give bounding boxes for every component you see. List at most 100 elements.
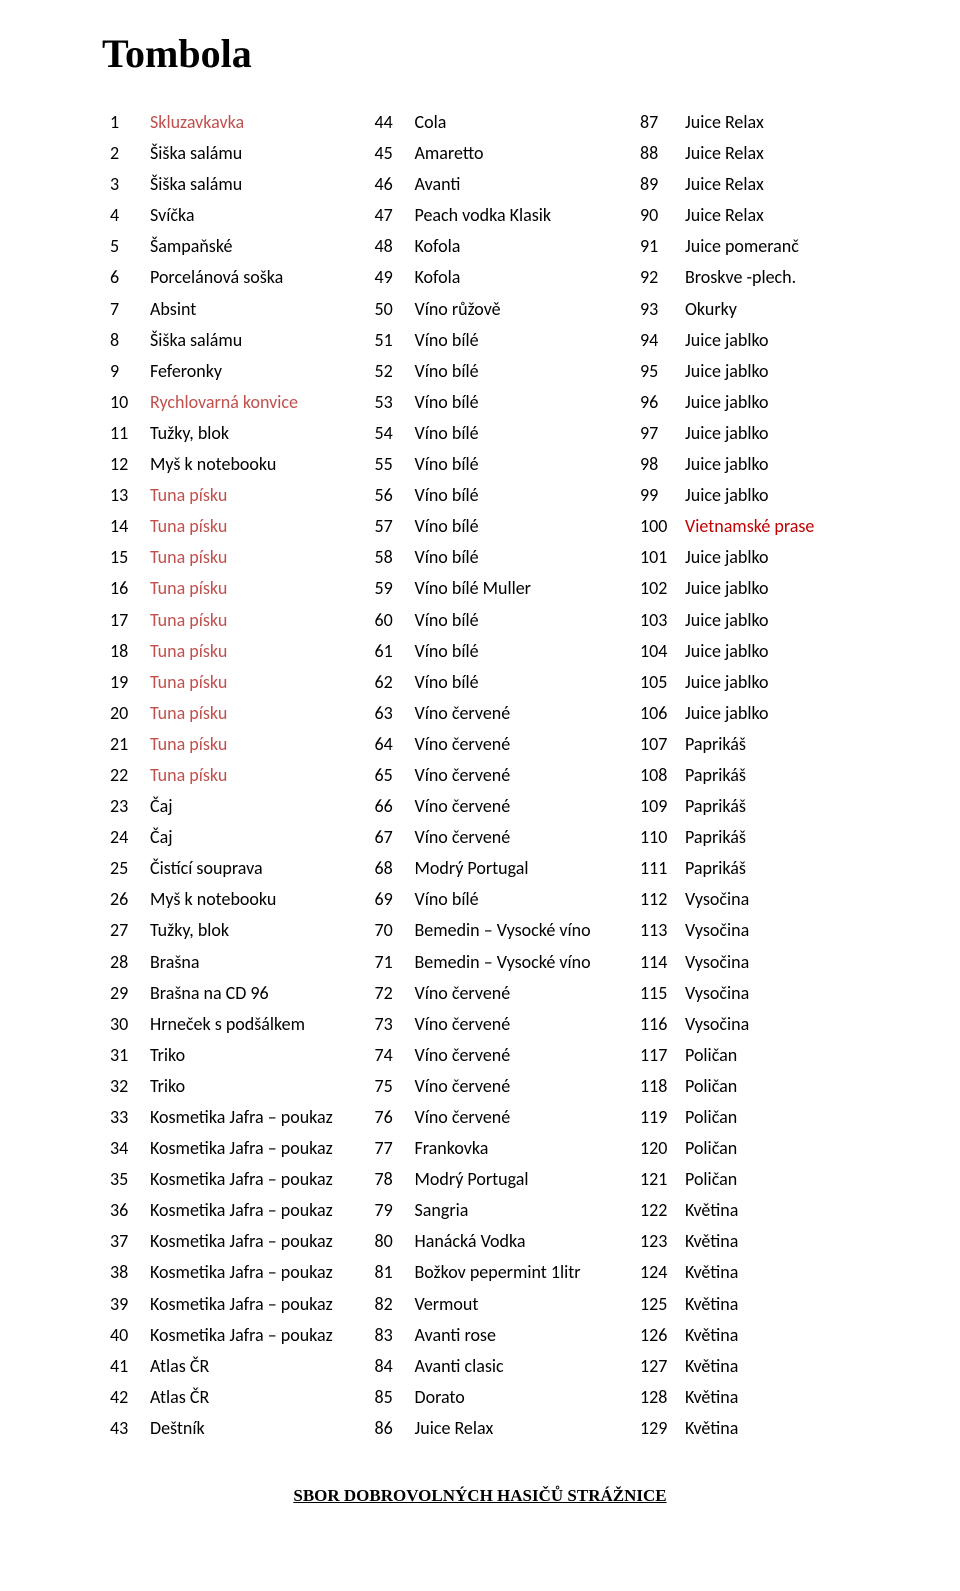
item-label: Dorato — [415, 1384, 465, 1410]
list-item: 37Kosmetika Jafra – poukaz — [110, 1228, 360, 1254]
item-label: Deštník — [150, 1415, 205, 1441]
list-item: 92Broskve -plech. — [640, 264, 850, 290]
item-number: 94 — [640, 327, 685, 353]
item-number: 55 — [375, 451, 415, 477]
item-label: Víno bílé — [415, 420, 479, 446]
list-item: 22Tuna písku — [110, 762, 360, 788]
list-item: 68Modrý Portugal — [375, 855, 626, 881]
item-number: 112 — [640, 886, 685, 912]
item-number: 67 — [375, 824, 415, 850]
item-label: Květina — [685, 1259, 738, 1285]
item-number: 76 — [375, 1104, 415, 1130]
item-number: 31 — [110, 1042, 150, 1068]
item-label: Víno bílé — [415, 389, 479, 415]
item-number: 75 — [375, 1073, 415, 1099]
item-label: Juice Relax — [685, 202, 764, 228]
item-number: 48 — [375, 233, 415, 259]
item-label: Víno bílé — [415, 638, 479, 664]
list-item: 48Kofola — [375, 233, 626, 259]
item-label: Atlas ČR — [150, 1353, 209, 1379]
list-item: 52Víno bílé — [375, 358, 626, 384]
list-item: 70Bemedin – Vysocké víno — [375, 917, 626, 943]
list-item: 49Kofola — [375, 264, 626, 290]
item-number: 50 — [375, 296, 415, 322]
item-label: Okurky — [685, 296, 737, 322]
item-label: Poličan — [685, 1104, 737, 1130]
item-label: Myš k notebooku — [150, 451, 276, 477]
item-number: 103 — [640, 607, 685, 633]
item-label: Frankovka — [415, 1135, 489, 1161]
item-number: 105 — [640, 669, 685, 695]
item-number: 54 — [375, 420, 415, 446]
item-label: Juice jablko — [685, 638, 769, 664]
item-number: 88 — [640, 140, 685, 166]
item-label: Vysočina — [685, 886, 749, 912]
item-label: Vermout — [415, 1291, 479, 1317]
list-item: 119Poličan — [640, 1104, 850, 1130]
item-number: 29 — [110, 980, 150, 1006]
list-item: 105Juice jablko — [640, 669, 850, 695]
list-item: 66Víno červené — [375, 793, 626, 819]
item-label: Kosmetika Jafra – poukaz — [150, 1259, 333, 1285]
list-item: 27Tužky, blok — [110, 917, 360, 943]
item-label: Poličan — [685, 1135, 737, 1161]
list-item: 74Víno červené — [375, 1042, 626, 1068]
item-label: Víno červené — [415, 1073, 511, 1099]
item-label: Čaj — [150, 824, 173, 850]
item-number: 46 — [375, 171, 415, 197]
item-label: Čaj — [150, 793, 173, 819]
item-number: 119 — [640, 1104, 685, 1130]
item-label: Juice jablko — [685, 451, 769, 477]
list-item: 88Juice Relax — [640, 140, 850, 166]
list-item: 78Modrý Portugal — [375, 1166, 626, 1192]
item-label: Víno bílé — [415, 451, 479, 477]
list-item: 76Víno červené — [375, 1104, 626, 1130]
list-item: 109Paprikáš — [640, 793, 850, 819]
item-number: 44 — [375, 109, 415, 135]
item-label: Atlas ČR — [150, 1384, 209, 1410]
item-label: Víno červené — [415, 824, 511, 850]
item-number: 38 — [110, 1259, 150, 1285]
item-number: 40 — [110, 1322, 150, 1348]
list-item: 120Poličan — [640, 1135, 850, 1161]
item-label: Triko — [150, 1042, 185, 1068]
list-item: 98Juice jablko — [640, 451, 850, 477]
item-label: Juice jablko — [685, 420, 769, 446]
list-item: 5Šampaňské — [110, 233, 360, 259]
item-number: 49 — [375, 264, 415, 290]
item-label: Tuna písku — [150, 607, 227, 633]
item-number: 61 — [375, 638, 415, 664]
column-2: 44Cola45Amaretto46Avanti47Peach vodka Kl… — [375, 109, 626, 1446]
list-item: 36Kosmetika Jafra – poukaz — [110, 1197, 360, 1223]
item-label: Kosmetika Jafra – poukaz — [150, 1228, 333, 1254]
list-item: 125Květina — [640, 1291, 850, 1317]
item-number: 57 — [375, 513, 415, 539]
item-label: Víno bílé — [415, 327, 479, 353]
item-label: Hrneček s podšálkem — [150, 1011, 305, 1037]
list-item: 4Svíčka — [110, 202, 360, 228]
item-number: 7 — [110, 296, 150, 322]
item-label: Tuna písku — [150, 544, 227, 570]
item-number: 24 — [110, 824, 150, 850]
list-item: 124Květina — [640, 1259, 850, 1285]
list-item: 10Rychlovarná konvice — [110, 389, 360, 415]
list-item: 33Kosmetika Jafra – poukaz — [110, 1104, 360, 1130]
item-number: 34 — [110, 1135, 150, 1161]
list-item: 75Víno červené — [375, 1073, 626, 1099]
item-number: 126 — [640, 1322, 685, 1348]
item-label: Víno bílé — [415, 358, 479, 384]
item-label: Víno bílé — [415, 513, 479, 539]
item-number: 70 — [375, 917, 415, 943]
item-label: Avanti — [415, 171, 461, 197]
item-number: 65 — [375, 762, 415, 788]
item-label: Tuna písku — [150, 669, 227, 695]
item-number: 4 — [110, 202, 150, 228]
list-item: 53Víno bílé — [375, 389, 626, 415]
item-number: 26 — [110, 886, 150, 912]
item-label: Tuna písku — [150, 482, 227, 508]
item-number: 95 — [640, 358, 685, 384]
list-item: 85Dorato — [375, 1384, 626, 1410]
item-label: Cola — [415, 109, 447, 135]
item-number: 13 — [110, 482, 150, 508]
list-item: 118Poličan — [640, 1073, 850, 1099]
